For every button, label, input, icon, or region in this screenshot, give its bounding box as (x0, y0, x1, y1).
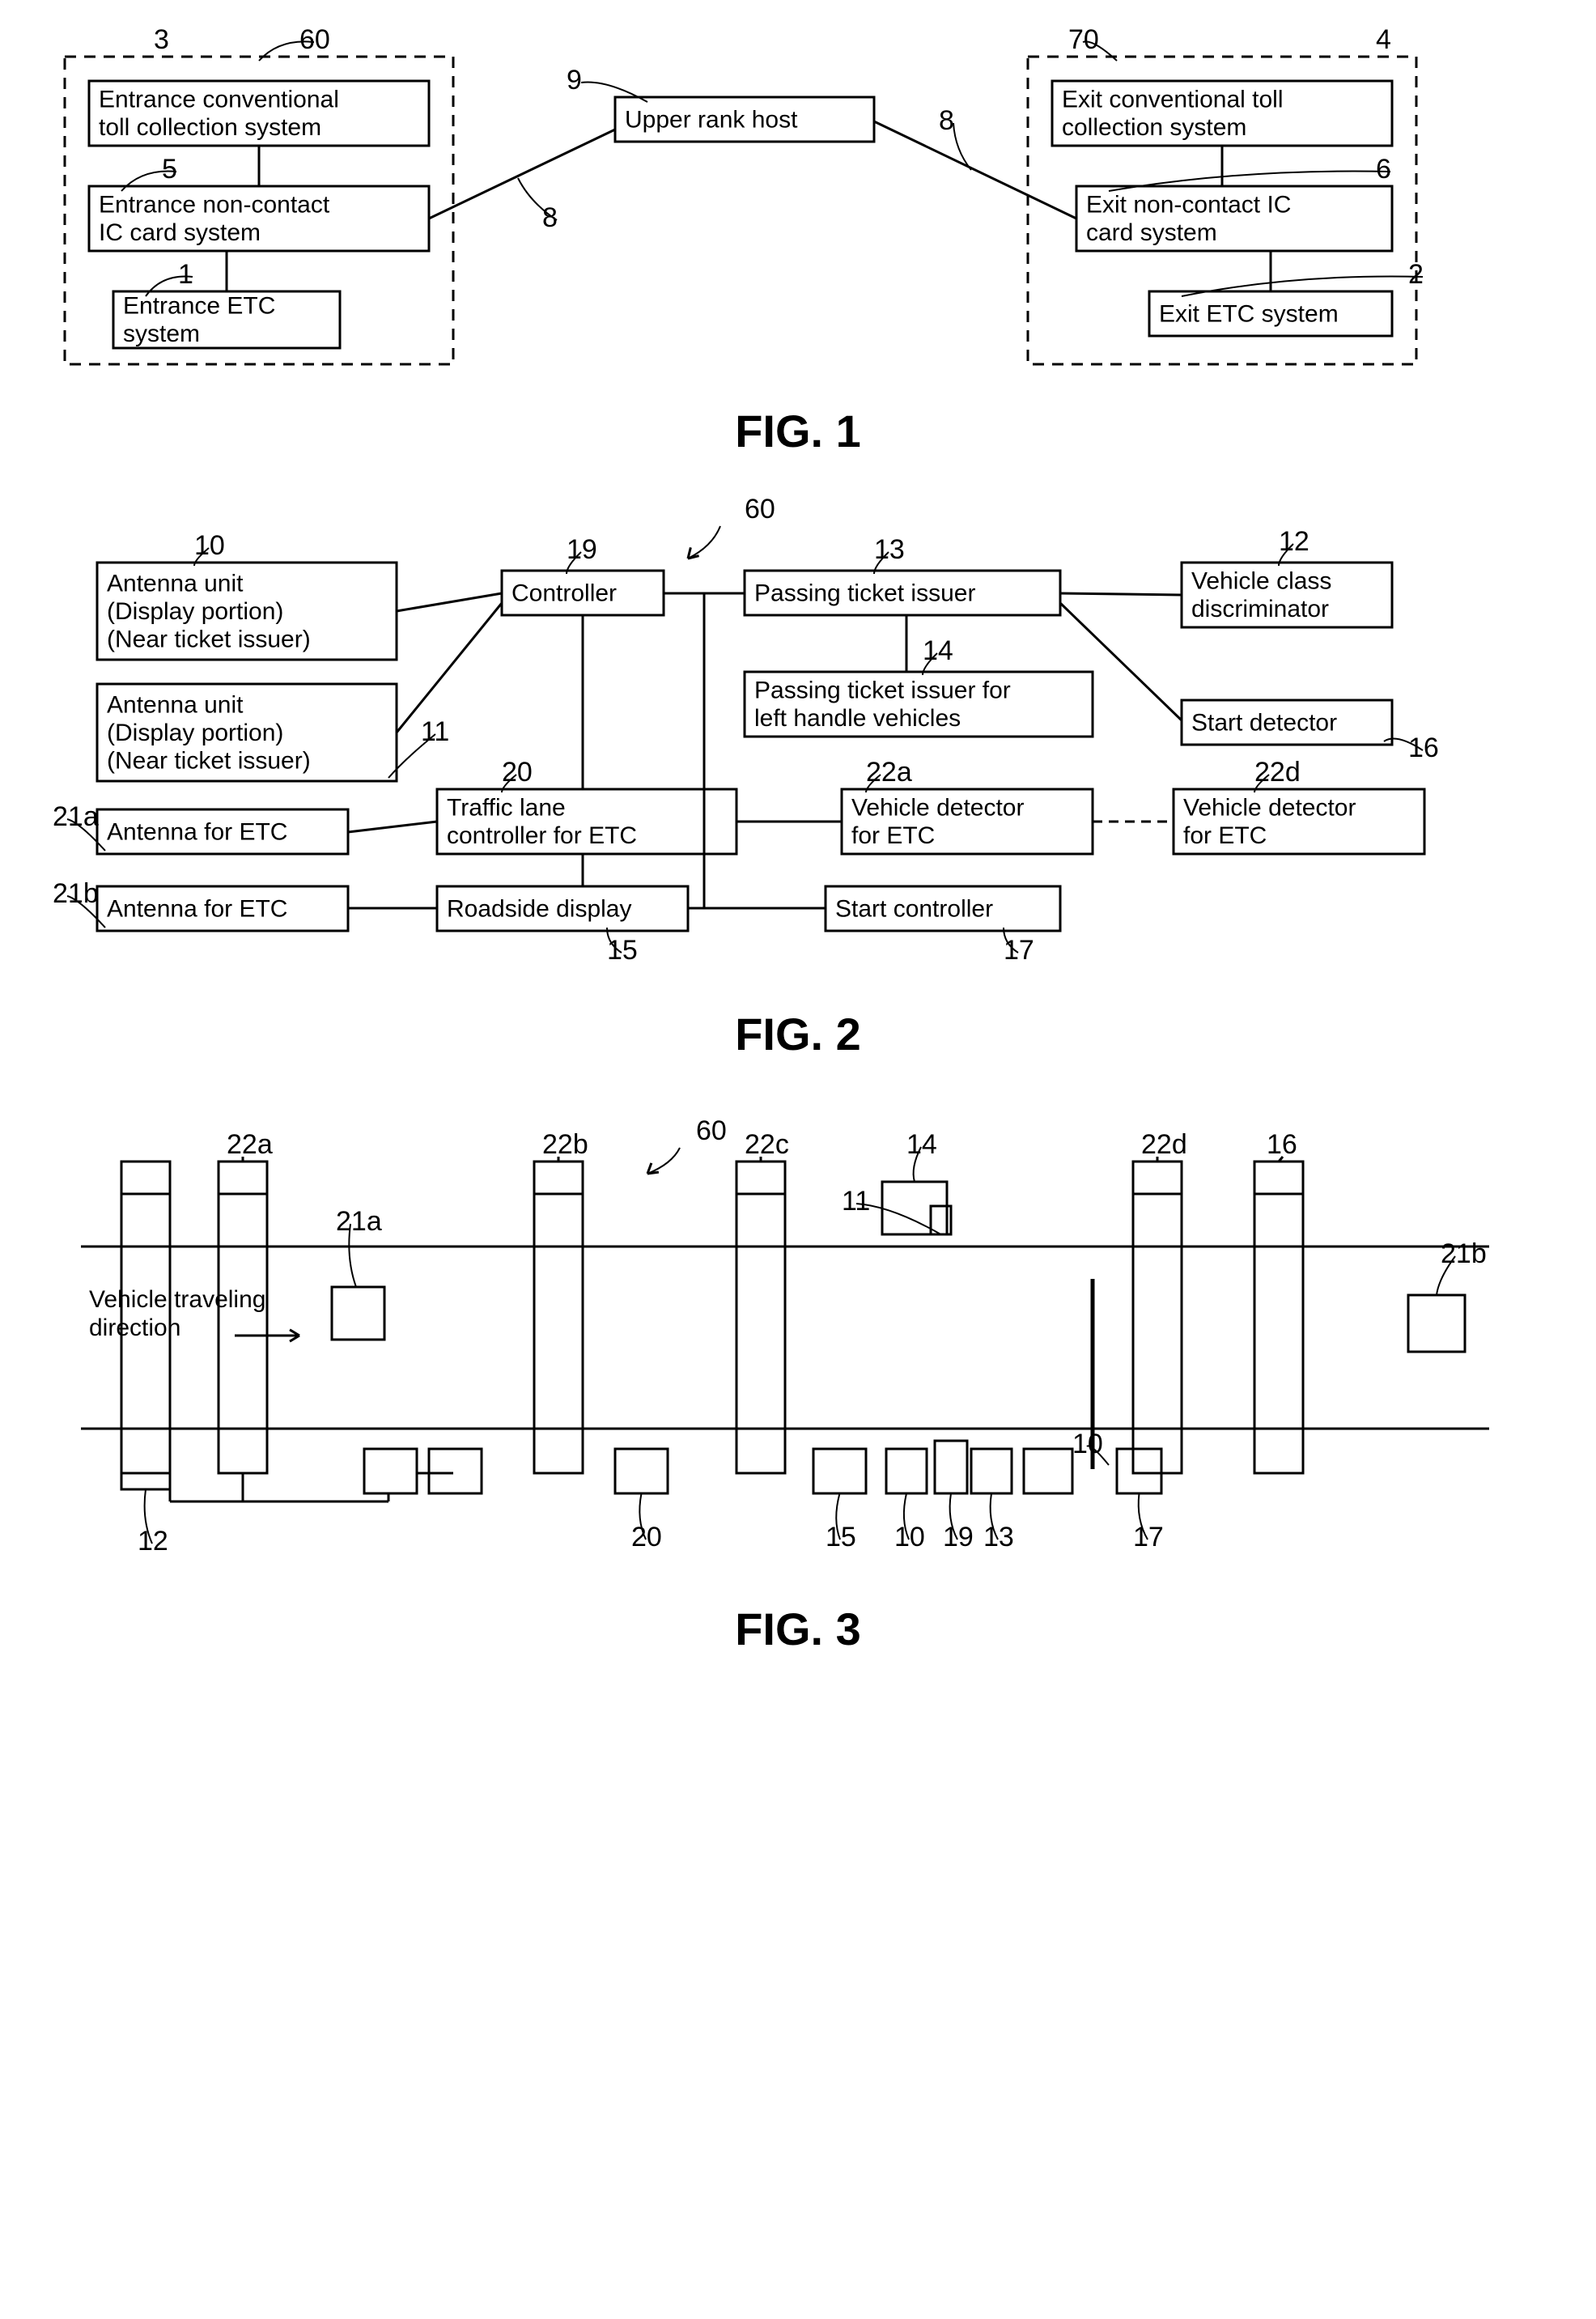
fig3-svg: 60 22a 22b 22c 22d 16 21a 14 11 21b 20 15 10 19 13 17 Ve… (16, 1093, 1513, 1595)
svg-text:Vehicle traveling: Vehicle traveling (89, 1286, 265, 1313)
svg-text:5: 5 (162, 154, 177, 185)
svg-text:13: 13 (983, 1522, 1014, 1552)
svg-text:Antenna unit: Antenna unit (107, 691, 244, 718)
svg-text:Exit non-contact IC: Exit non-contact IC (1086, 192, 1291, 219)
svg-text:system: system (123, 321, 200, 347)
svg-text:14: 14 (923, 635, 953, 666)
svg-text:16: 16 (1408, 733, 1439, 763)
svg-text:1: 1 (178, 259, 193, 290)
svg-text:20: 20 (631, 1522, 662, 1552)
svg-text:Start controller: Start controller (835, 895, 993, 922)
svg-text:Entrance ETC: Entrance ETC (123, 293, 275, 320)
svg-text:4: 4 (1376, 24, 1391, 55)
svg-text:16: 16 (1267, 1129, 1297, 1160)
svg-text:Exit ETC system: Exit ETC system (1159, 300, 1339, 327)
svg-text:toll collection system: toll collection system (99, 114, 321, 141)
svg-text:Traffic lane: Traffic lane (447, 795, 566, 822)
fig1-svg: 60 3 70 4 Entrance conventionaltoll collecti… (16, 16, 1473, 397)
svg-text:2: 2 (1408, 259, 1424, 290)
svg-text:13: 13 (874, 534, 905, 565)
svg-text:Upper rank host: Upper rank host (625, 106, 798, 133)
figure-2: 60Antenna unit(Display portion)(Near tic… (16, 490, 1580, 1060)
svg-text:11: 11 (842, 1186, 870, 1217)
svg-text:8: 8 (542, 202, 558, 233)
fig1-title: FIG. 1 (16, 405, 1580, 457)
svg-text:21b: 21b (1441, 1238, 1487, 1269)
svg-text:Vehicle class: Vehicle class (1191, 568, 1331, 595)
svg-text:Entrance conventional: Entrance conventional (99, 87, 339, 113)
svg-text:8: 8 (939, 105, 954, 136)
svg-text:Vehicle detector: Vehicle detector (851, 795, 1024, 822)
fig3-title: FIG. 3 (16, 1603, 1580, 1655)
svg-text:(Near ticket issuer): (Near ticket issuer) (107, 747, 311, 774)
figure-3: 60 22a 22b 22c 22d 16 21a 14 11 21b 20 15 10 19 13 17 Ve… (16, 1093, 1580, 1655)
svg-text:22a: 22a (866, 757, 912, 788)
fig2-svg: 60Antenna unit(Display portion)(Near tic… (16, 490, 1473, 1000)
svg-text:collection system: collection system (1062, 114, 1246, 141)
svg-text:Antenna for ETC: Antenna for ETC (107, 818, 287, 845)
svg-text:19: 19 (567, 534, 597, 565)
svg-text:Roadside display: Roadside display (447, 895, 631, 922)
svg-text:(Display portion): (Display portion) (107, 720, 283, 746)
svg-text:60: 60 (745, 494, 775, 525)
svg-text:6: 6 (1376, 154, 1391, 185)
svg-text:card system: card system (1086, 219, 1217, 246)
svg-text:discriminator: discriminator (1191, 596, 1329, 622)
svg-text:for ETC: for ETC (1183, 822, 1267, 849)
svg-text:19: 19 (943, 1522, 974, 1552)
svg-text:(Near ticket issuer): (Near ticket issuer) (107, 626, 311, 652)
svg-text:(Display portion): (Display portion) (107, 598, 283, 625)
svg-text:Controller: Controller (511, 580, 617, 606)
svg-text:controller for ETC: controller for ETC (447, 822, 637, 849)
svg-text:21a: 21a (336, 1206, 382, 1237)
svg-text:10: 10 (894, 1522, 925, 1552)
svg-text:Vehicle detector: Vehicle detector (1183, 795, 1356, 822)
svg-text:15: 15 (826, 1522, 856, 1552)
svg-text:22d: 22d (1141, 1129, 1187, 1160)
svg-text:left handle vehicles: left handle vehicles (754, 705, 961, 732)
svg-text:21b: 21b (53, 878, 99, 909)
svg-text:direction: direction (89, 1315, 180, 1341)
svg-text:Entrance non-contact: Entrance non-contact (99, 192, 330, 219)
svg-text:3: 3 (154, 24, 169, 55)
svg-text:22b: 22b (542, 1129, 588, 1160)
svg-text:17: 17 (1133, 1522, 1164, 1552)
svg-text:Exit conventional toll: Exit conventional toll (1062, 87, 1284, 113)
svg-text:15: 15 (607, 935, 638, 966)
svg-text:IC card system: IC card system (99, 219, 261, 246)
svg-text:Antenna unit: Antenna unit (107, 570, 244, 597)
figure-1: 60 3 70 4 Entrance conventionaltoll collecti… (16, 16, 1580, 457)
svg-text:Passing ticket issuer: Passing ticket issuer (754, 580, 975, 606)
svg-text:17: 17 (1004, 935, 1034, 966)
svg-text:Passing ticket issuer for: Passing ticket issuer for (754, 677, 1011, 704)
svg-text:14: 14 (906, 1129, 937, 1160)
svg-text:60: 60 (299, 24, 330, 55)
svg-text:9: 9 (567, 65, 582, 96)
svg-text:12: 12 (1279, 526, 1309, 557)
svg-text:22d: 22d (1254, 757, 1301, 788)
svg-text:22c: 22c (745, 1129, 789, 1160)
svg-text:21a: 21a (53, 801, 99, 832)
svg-text:60: 60 (696, 1115, 727, 1146)
svg-text:Start detector: Start detector (1191, 709, 1337, 736)
svg-text:12: 12 (138, 1526, 168, 1557)
svg-text:22a: 22a (227, 1129, 273, 1160)
fig2-title: FIG. 2 (16, 1008, 1580, 1060)
svg-text:Antenna for ETC: Antenna for ETC (107, 895, 287, 922)
svg-text:10: 10 (1072, 1429, 1103, 1459)
svg-text:70: 70 (1068, 24, 1099, 55)
svg-text:for ETC: for ETC (851, 822, 935, 849)
